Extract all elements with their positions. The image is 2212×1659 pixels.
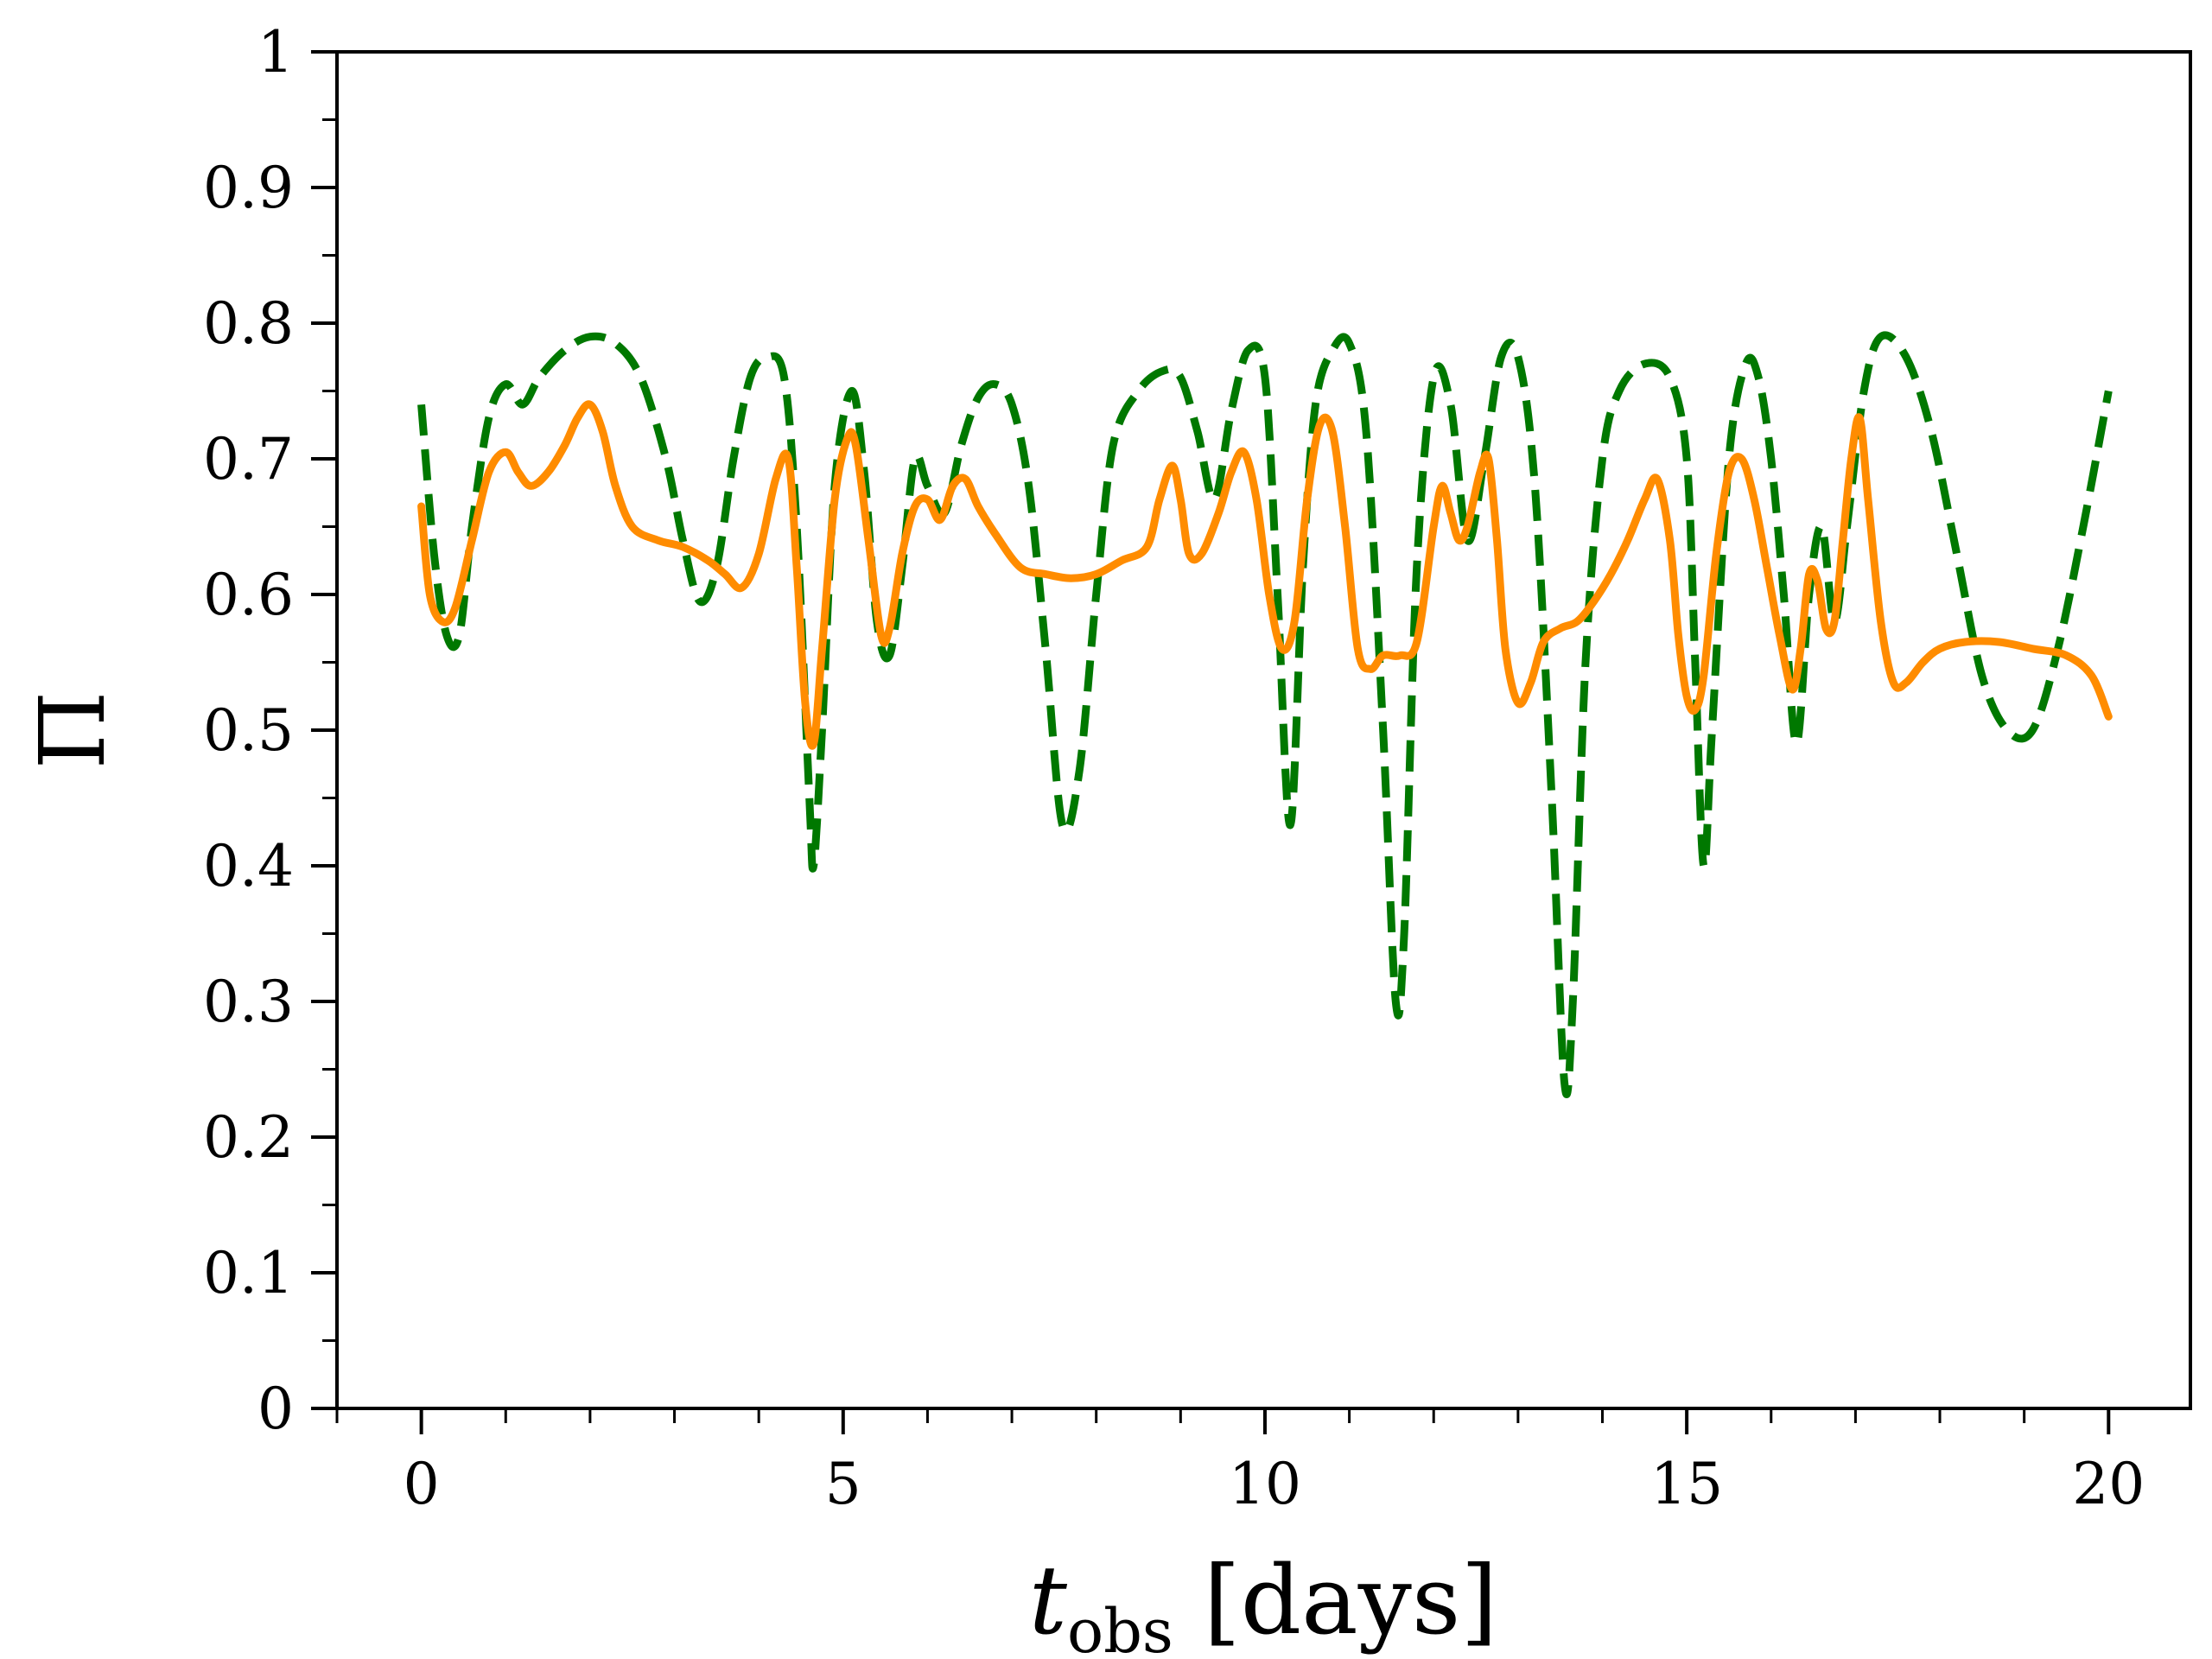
- y-tick-label: 0.4: [203, 833, 294, 899]
- y-tick-label: 0.5: [203, 697, 294, 764]
- x-axis-label-sub: obs: [1067, 1596, 1173, 1659]
- y-tick-label: 1: [257, 19, 294, 86]
- x-tick-label: 10: [1229, 1451, 1301, 1517]
- x-tick-label: 5: [825, 1451, 861, 1517]
- y-tick-label: 0.2: [203, 1104, 294, 1171]
- y-tick-label: 0.1: [203, 1240, 294, 1306]
- y-tick-label: 0.7: [203, 426, 294, 493]
- y-axis-label: Π: [20, 691, 125, 770]
- labels-layer: 0 5 10 15 20 0 0.1 0.2 0.3 0.4 0.5 0.6 0.7 0.8 0.9 1: [203, 19, 2145, 1517]
- y-tick-label: 0.8: [203, 290, 294, 357]
- x-axis-label: tobs [days]: [1029, 1545, 1498, 1659]
- x-axis-label-rest: [days]: [1173, 1545, 1497, 1656]
- y-tick-label: 0: [257, 1376, 294, 1442]
- y-tick-label: 0.3: [203, 969, 294, 1035]
- y-tick-label: 0.9: [203, 155, 294, 221]
- x-tick-label: 15: [1650, 1451, 1723, 1517]
- series-layer: [417, 331, 2113, 1098]
- x-axis-label-main: t: [1029, 1545, 1068, 1656]
- series-line-solid-orange: [417, 400, 2113, 750]
- plot-frame: [335, 50, 2192, 1410]
- x-tick-label: 20: [2072, 1451, 2145, 1517]
- x-tick-label: 0: [404, 1451, 440, 1517]
- axes-layer: [311, 50, 2111, 1434]
- y-tick-label: 0.6: [203, 562, 294, 628]
